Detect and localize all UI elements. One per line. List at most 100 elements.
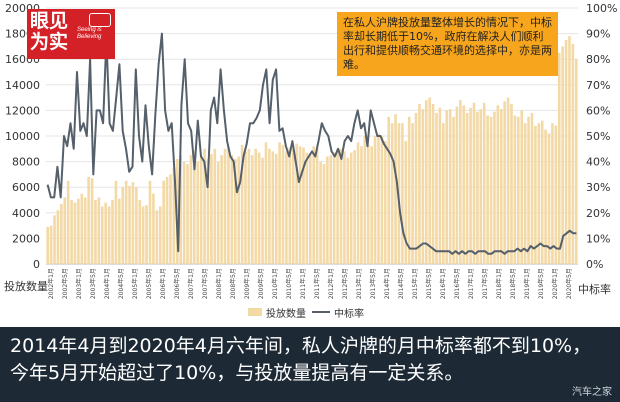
y-tick-label: 2000 bbox=[12, 232, 40, 245]
y2-tick-label: 40% bbox=[586, 156, 610, 169]
bar bbox=[288, 147, 292, 264]
bar bbox=[87, 176, 90, 264]
x-tick-label: 2004年5月 bbox=[117, 268, 125, 299]
bar bbox=[223, 148, 227, 264]
bar bbox=[472, 102, 476, 264]
bar bbox=[499, 109, 503, 265]
bar bbox=[80, 193, 84, 264]
bar bbox=[496, 105, 500, 264]
y-tick-label: 0 bbox=[33, 258, 40, 271]
x-tick-label: 2007年5月 bbox=[201, 268, 209, 299]
x-tick-label: 2008年1月 bbox=[215, 268, 223, 299]
y-tick-label: 12000 bbox=[5, 104, 40, 117]
bar bbox=[298, 146, 302, 264]
bar bbox=[104, 202, 107, 264]
bar bbox=[60, 203, 63, 264]
bar bbox=[118, 198, 121, 264]
bar bbox=[264, 142, 268, 264]
bar bbox=[414, 112, 418, 265]
bar bbox=[568, 36, 571, 264]
x-tick-label: 2007年1月 bbox=[187, 268, 195, 299]
bar bbox=[523, 123, 527, 264]
bar bbox=[544, 129, 547, 264]
bar bbox=[411, 123, 414, 264]
bar bbox=[547, 133, 551, 264]
bar bbox=[254, 148, 258, 264]
bar bbox=[387, 116, 391, 264]
bar bbox=[404, 141, 408, 264]
bar bbox=[564, 40, 568, 264]
x-tick-label: 2002年1月 bbox=[47, 268, 55, 299]
bar bbox=[479, 109, 483, 265]
x-tick-label: 2006年5月 bbox=[173, 268, 181, 299]
x-tick-label: 2015年1月 bbox=[411, 268, 419, 299]
bar bbox=[251, 155, 254, 264]
bar bbox=[155, 210, 159, 264]
bar bbox=[486, 115, 489, 265]
y2-tick-label: 80% bbox=[586, 53, 610, 66]
x-tick-label: 2019年5月 bbox=[537, 268, 545, 299]
bar bbox=[305, 152, 309, 264]
x-tick-label: 2010年1月 bbox=[271, 268, 279, 299]
legend-label-line: 中标率 bbox=[334, 308, 364, 320]
bar bbox=[428, 97, 431, 264]
bar bbox=[172, 168, 176, 264]
bar bbox=[448, 109, 452, 265]
y2-tick-label: 100% bbox=[586, 2, 617, 15]
bar bbox=[257, 152, 261, 264]
bar bbox=[169, 174, 172, 264]
y2-tick-label: 60% bbox=[586, 104, 610, 117]
y2-tick-label: 20% bbox=[586, 207, 610, 220]
bar bbox=[407, 116, 411, 264]
rate-line bbox=[46, 32, 577, 255]
bar bbox=[465, 112, 469, 265]
bar bbox=[431, 104, 435, 264]
x-tick-label: 2011年5月 bbox=[313, 268, 321, 299]
legend-item-bars: 投放数量 bbox=[248, 305, 306, 320]
bar bbox=[510, 104, 513, 264]
bar bbox=[384, 141, 387, 264]
bar bbox=[366, 144, 370, 264]
y2-tick-label: 90% bbox=[586, 28, 610, 41]
x-tick-label: 2019年1月 bbox=[523, 268, 531, 299]
x-tick-label: 2009年5月 bbox=[257, 268, 265, 299]
bar bbox=[424, 100, 428, 264]
bar bbox=[469, 107, 472, 264]
bar bbox=[97, 197, 101, 264]
bar bbox=[554, 125, 558, 264]
x-tick-label: 2018年5月 bbox=[509, 268, 517, 299]
bar bbox=[138, 200, 142, 264]
bar bbox=[206, 159, 210, 264]
bar bbox=[49, 225, 53, 264]
x-tick-label: 2013年5月 bbox=[369, 268, 377, 299]
bar bbox=[46, 226, 50, 264]
bar bbox=[77, 198, 80, 264]
bar bbox=[213, 148, 217, 264]
x-tick-label: 2016年1月 bbox=[439, 268, 447, 299]
x-tick-label: 2017年1月 bbox=[467, 268, 475, 299]
x-tick-label: 2005年5月 bbox=[145, 268, 153, 299]
bar bbox=[165, 176, 169, 264]
bar bbox=[90, 178, 94, 264]
bar bbox=[196, 161, 200, 264]
x-tick-label: 2015年5月 bbox=[425, 268, 433, 299]
bar bbox=[295, 143, 298, 264]
bar bbox=[107, 206, 111, 264]
caption: 2014年4月到2020年4月六年间，私人沪牌的月中标率都不到10%，今年5月开… bbox=[0, 327, 620, 402]
bar bbox=[285, 151, 288, 264]
y2-tick-label: 0% bbox=[586, 258, 603, 271]
bar bbox=[540, 120, 544, 264]
x-tick-label: 2011年1月 bbox=[299, 268, 307, 299]
bar bbox=[455, 106, 459, 264]
bar bbox=[441, 123, 445, 264]
bar bbox=[141, 206, 145, 264]
bar bbox=[53, 215, 56, 264]
bar bbox=[435, 112, 438, 265]
bar bbox=[70, 200, 73, 264]
bar bbox=[210, 153, 213, 264]
x-tick-label: 2003年1月 bbox=[75, 268, 83, 299]
bar bbox=[380, 136, 384, 264]
bar bbox=[534, 125, 537, 264]
bar bbox=[182, 161, 186, 264]
bar bbox=[322, 164, 326, 264]
